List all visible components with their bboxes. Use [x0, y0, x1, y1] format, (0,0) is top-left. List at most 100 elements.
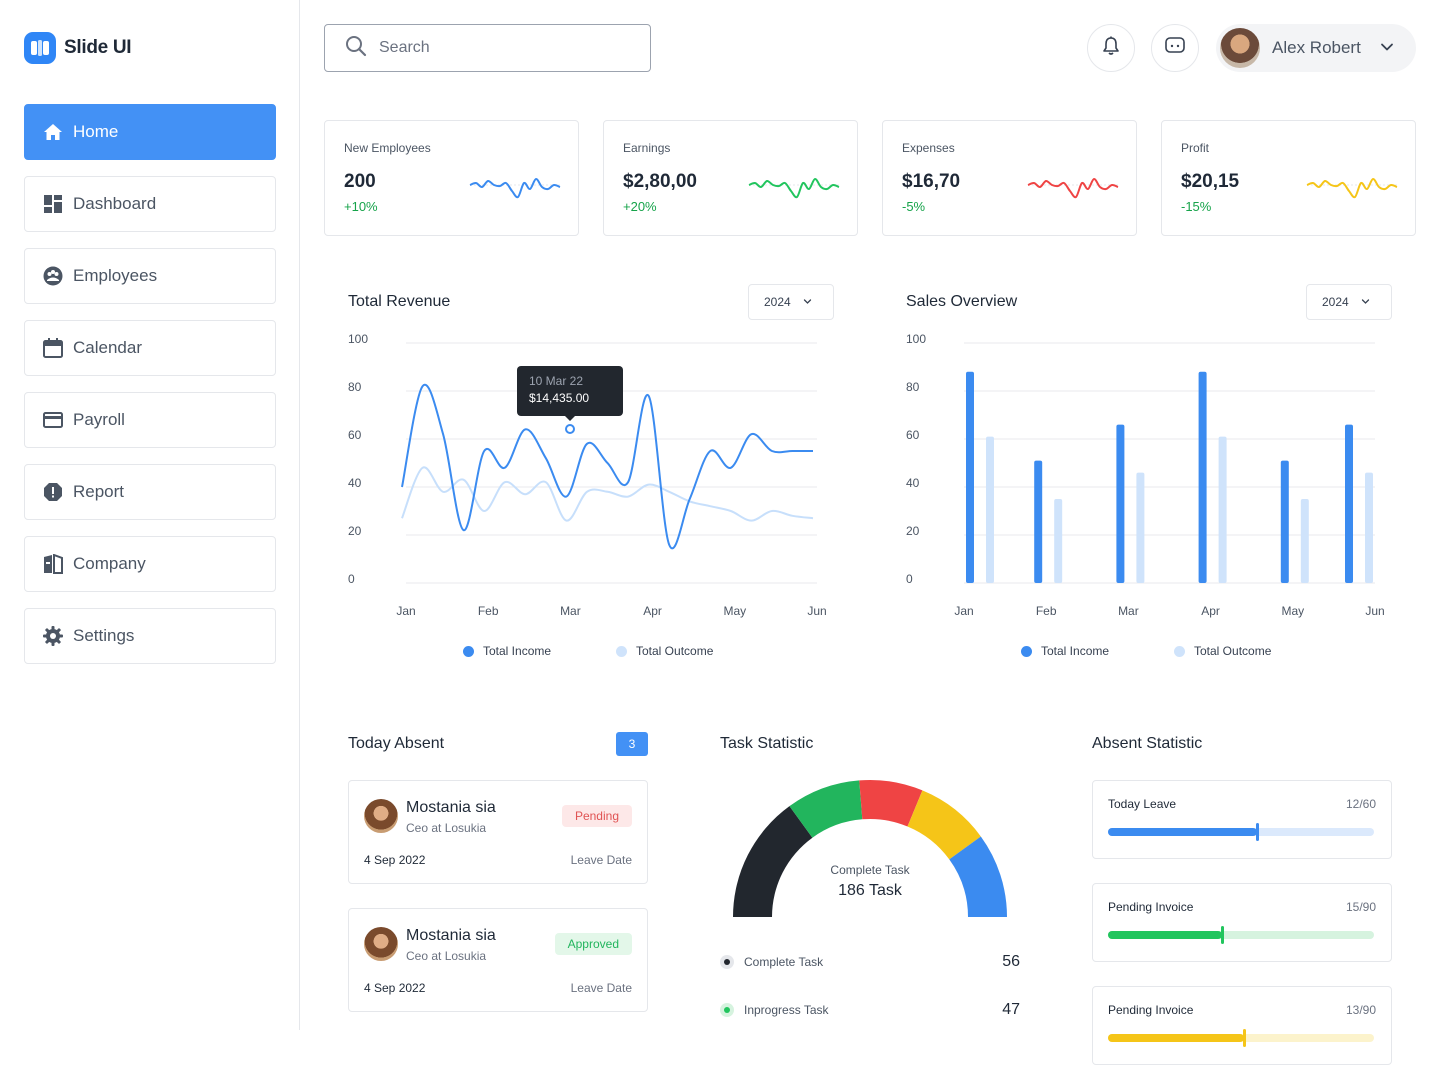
x-tick-label: Apr — [1201, 604, 1220, 618]
absent-stat-value: 15/90 — [1345, 900, 1376, 914]
task-value: 56 — [1002, 953, 1020, 970]
search-input[interactable] — [379, 39, 619, 57]
company-icon — [42, 553, 64, 575]
absent-stat-label: Pending Invoice — [1108, 900, 1194, 914]
logo-icon — [24, 32, 56, 64]
absent-stat-card: Today Leave 12/60 — [1092, 780, 1392, 859]
sidebar-item-payroll[interactable]: Payroll — [24, 392, 276, 448]
legend-label: Total Outcome — [1194, 644, 1272, 658]
gauge-segment — [907, 790, 981, 860]
x-tick-label: Jan — [954, 604, 973, 618]
sidebar-item-settings[interactable]: Settings — [24, 608, 276, 664]
task-value: 47 — [1002, 1001, 1020, 1018]
calendar-icon — [42, 337, 64, 359]
bar — [1198, 371, 1207, 583]
user-profile-menu[interactable]: Alex Robert — [1216, 24, 1416, 72]
progress-handle[interactable] — [1255, 823, 1259, 841]
avatar — [1220, 28, 1260, 68]
gauge-segment — [859, 780, 923, 827]
leave-date: 4 Sep 2022 — [364, 853, 426, 867]
sparkline-line — [469, 178, 561, 199]
bar — [1345, 424, 1353, 583]
x-tick-label: Mar — [1118, 604, 1139, 618]
search-icon — [345, 35, 367, 62]
sales-legend-income: Total Income — [1021, 644, 1109, 658]
bar — [986, 436, 994, 583]
progress-track[interactable] — [1108, 823, 1374, 841]
stat-change: +20% — [623, 199, 657, 214]
sidebar-item-dashboard[interactable]: Dashboard — [24, 176, 276, 232]
y-tick-label: 0 — [348, 572, 355, 586]
stat-card-new-employees[interactable]: New Employees 200 +10% — [324, 120, 579, 236]
employee-name: Mostania sia — [406, 927, 496, 944]
progress-fill — [1108, 1034, 1244, 1042]
report-icon — [42, 481, 64, 503]
stat-card-earnings[interactable]: Earnings $2,80,00 +20% — [603, 120, 858, 236]
stat-value: $2,80,00 — [623, 171, 697, 192]
revenue-title: Total Revenue — [348, 293, 451, 310]
y-tick-label: 80 — [906, 380, 920, 394]
employee-name: Mostania sia — [406, 799, 496, 816]
x-tick-label: Jun — [807, 604, 826, 618]
sidebar-item-report[interactable]: Report — [24, 464, 276, 520]
x-tick-label: Apr — [643, 604, 662, 618]
user-name: Alex Robert — [1272, 38, 1361, 57]
x-tick-label: Mar — [560, 604, 581, 618]
y-tick-label: 100 — [906, 332, 926, 346]
sidebar-item-calendar[interactable]: Calendar — [24, 320, 276, 376]
stat-card-profit[interactable]: Profit $20,15 -15% — [1161, 120, 1416, 236]
stat-value: $20,15 — [1181, 171, 1240, 192]
progress-fill — [1108, 931, 1223, 939]
legend-dot — [1174, 645, 1185, 657]
stat-change: +10% — [344, 199, 378, 214]
revenue-year-select[interactable]: 2024 — [748, 284, 834, 320]
absent-card[interactable]: Mostania sia Ceo at Losukia Approved 4 S… — [348, 908, 648, 1012]
sidebar-item-employees[interactable]: Employees — [24, 248, 276, 304]
sidebar-item-home[interactable]: Home — [24, 104, 276, 160]
absent-title: Today Absent — [348, 735, 445, 752]
legend-dot — [463, 645, 474, 657]
stat-change: -15% — [1181, 199, 1212, 214]
sidebar-item-label: Company — [73, 554, 146, 573]
sidebar-item-company[interactable]: Company — [24, 536, 276, 592]
progress-handle[interactable] — [1242, 1029, 1246, 1047]
tooltip-value: $14,435.00 — [529, 391, 590, 405]
y-tick-label: 20 — [906, 524, 920, 538]
absent-stat-card: Pending Invoice 15/90 — [1092, 883, 1392, 962]
sparkline-chart — [469, 178, 561, 199]
sales-year-select[interactable]: 2024 — [1306, 284, 1392, 320]
settings-icon — [42, 625, 64, 647]
progress-track[interactable] — [1108, 1029, 1374, 1047]
tooltip-date: 10 Mar 22 — [529, 374, 584, 388]
stat-card-expenses[interactable]: Expenses $16,70 -5% — [882, 120, 1137, 236]
x-tick-label: Feb — [478, 604, 499, 618]
gauge-segment — [949, 836, 1007, 917]
status-badge: Approved — [554, 933, 632, 955]
y-tick-label: 100 — [348, 332, 368, 346]
progress-track[interactable] — [1108, 926, 1374, 944]
bar — [966, 371, 974, 583]
task-label: Complete Task — [744, 955, 824, 969]
employees-icon — [42, 265, 64, 287]
highlight-point — [565, 424, 575, 434]
notification-button[interactable] — [1087, 24, 1135, 72]
sidebar-item-label: Employees — [73, 266, 158, 285]
search-box[interactable] — [324, 24, 651, 72]
stat-label: New Employees — [344, 141, 431, 155]
bar — [1280, 460, 1289, 583]
sidebar-item-label: Calendar — [73, 338, 142, 357]
sidebar-item-label: Payroll — [73, 410, 125, 429]
absent-card[interactable]: Mostania sia Ceo at Losukia Pending 4 Se… — [348, 780, 648, 884]
sidebar-item-label: Settings — [73, 626, 135, 645]
task-dot — [720, 1003, 734, 1017]
sidebar-item-label: Home — [73, 122, 119, 141]
progress-handle[interactable] — [1221, 926, 1225, 944]
message-button[interactable] — [1151, 24, 1199, 72]
sparkline-chart — [1027, 178, 1119, 199]
x-tick-label: May — [1281, 604, 1304, 618]
year-select-value: 2024 — [764, 295, 791, 309]
logo[interactable]: Slide UI — [24, 32, 132, 64]
x-tick-label: Feb — [1036, 604, 1057, 618]
tooltip-arrow — [564, 415, 576, 421]
leave-date: 4 Sep 2022 — [364, 981, 426, 995]
